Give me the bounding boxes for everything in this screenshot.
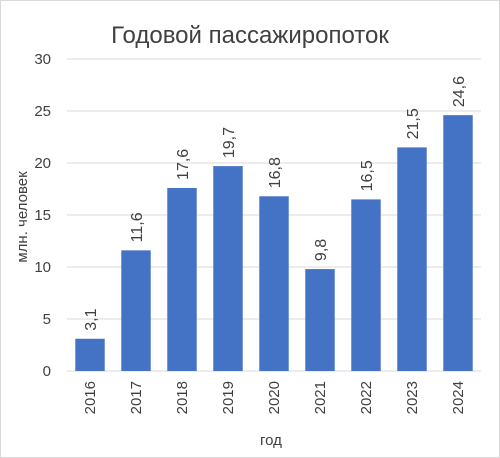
data-label: 3,1 [83, 308, 100, 330]
x-tick-label: 2018 [174, 381, 191, 414]
y-tick-label: 10 [34, 259, 51, 276]
bar [167, 187, 197, 371]
x-tick-label: 2016 [82, 381, 99, 414]
y-tick-label: 15 [34, 207, 51, 224]
bar [259, 196, 289, 371]
bar [213, 166, 243, 371]
y-axis-label: млн. человек [14, 171, 31, 263]
chart-title: Годовой пассажиропоток [111, 22, 389, 49]
bar [397, 147, 427, 371]
data-labels: 3,1 11,6 17,6 19,7 16,8 9,8 16,5 21,5 24,6 [83, 76, 468, 331]
x-tick-label: 2017 [128, 381, 145, 414]
data-label: 16,8 [267, 157, 284, 188]
x-tick-label: 2021 [312, 381, 329, 414]
x-axis-ticks: 2016 2017 2018 2019 2020 2021 2022 2023 2024 [82, 381, 467, 414]
data-label: 21,5 [405, 108, 422, 139]
bar [305, 269, 335, 371]
data-label: 9,8 [313, 239, 330, 261]
bars [75, 115, 473, 371]
y-tick-label: 25 [34, 103, 51, 120]
data-label: 24,6 [451, 76, 468, 107]
x-tick-label: 2022 [358, 381, 375, 414]
data-label: 17,6 [175, 149, 192, 180]
data-label: 16,5 [359, 160, 376, 191]
x-tick-label: 2019 [220, 381, 237, 414]
y-tick-label: 30 [34, 51, 51, 68]
y-tick-label: 20 [34, 155, 51, 172]
x-tick-label: 2023 [404, 381, 421, 414]
x-tick-label: 2024 [450, 381, 467, 414]
bar [351, 199, 381, 371]
bar [121, 250, 151, 371]
y-tick-label: 0 [43, 363, 51, 380]
x-axis-label: год [260, 432, 282, 449]
y-axis-ticks: 0 5 10 15 20 25 30 [34, 51, 51, 380]
data-label: 11,6 [129, 212, 146, 242]
y-tick-label: 5 [43, 311, 51, 328]
bar [443, 115, 473, 371]
bar [75, 338, 105, 371]
data-label: 19,7 [221, 127, 238, 158]
x-tick-label: 2020 [266, 381, 283, 414]
